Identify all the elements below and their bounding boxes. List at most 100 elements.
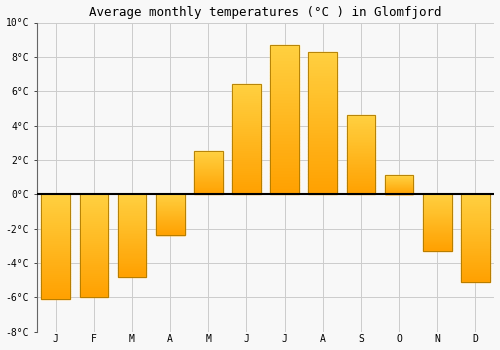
Bar bbox=[118, 248, 146, 250]
Bar bbox=[461, 196, 490, 198]
Bar bbox=[232, 157, 261, 159]
Bar bbox=[461, 203, 490, 205]
Bar bbox=[346, 150, 375, 152]
Bar bbox=[118, 255, 146, 257]
Bar bbox=[80, 248, 108, 250]
Bar bbox=[118, 247, 146, 248]
Bar bbox=[308, 100, 337, 103]
Bar bbox=[346, 175, 375, 177]
Bar bbox=[270, 149, 299, 152]
Bar bbox=[194, 180, 222, 181]
Bar bbox=[346, 147, 375, 148]
Bar bbox=[270, 54, 299, 57]
Bar bbox=[42, 222, 70, 224]
Bar bbox=[308, 149, 337, 152]
Bar bbox=[423, 197, 452, 198]
Bar bbox=[385, 182, 414, 183]
Bar bbox=[308, 160, 337, 163]
Bar bbox=[42, 282, 70, 284]
Bar bbox=[42, 249, 70, 251]
Bar bbox=[80, 225, 108, 227]
Bar bbox=[270, 78, 299, 81]
Bar bbox=[385, 189, 414, 190]
Bar bbox=[118, 262, 146, 264]
Bar bbox=[346, 142, 375, 144]
Bar bbox=[194, 182, 222, 183]
Bar bbox=[270, 45, 299, 48]
Bar bbox=[194, 156, 222, 158]
Bar bbox=[461, 238, 490, 240]
Bar bbox=[118, 194, 146, 196]
Bar bbox=[270, 188, 299, 191]
Bar bbox=[270, 57, 299, 60]
Bar bbox=[118, 245, 146, 247]
Bar bbox=[42, 255, 70, 257]
Bar bbox=[461, 262, 490, 264]
Bar bbox=[118, 265, 146, 267]
Bar bbox=[423, 225, 452, 226]
Bar bbox=[423, 245, 452, 246]
Bar bbox=[42, 194, 70, 196]
Bar bbox=[118, 254, 146, 255]
Bar bbox=[461, 271, 490, 273]
Bar bbox=[118, 267, 146, 268]
Bar bbox=[118, 259, 146, 260]
Bar bbox=[270, 84, 299, 87]
Bar bbox=[80, 256, 108, 258]
Bar bbox=[80, 258, 108, 260]
Bar bbox=[80, 241, 108, 244]
Bar bbox=[461, 214, 490, 215]
Bar bbox=[80, 287, 108, 289]
Bar bbox=[385, 184, 414, 185]
Bar bbox=[232, 93, 261, 95]
Bar bbox=[232, 113, 261, 115]
Bar bbox=[194, 161, 222, 162]
Bar bbox=[308, 57, 337, 60]
Bar bbox=[346, 167, 375, 169]
Bar bbox=[156, 223, 184, 224]
Bar bbox=[308, 189, 337, 191]
Bar bbox=[346, 115, 375, 117]
Bar bbox=[118, 231, 146, 232]
Bar bbox=[461, 210, 490, 212]
Bar bbox=[346, 191, 375, 193]
Bar bbox=[423, 201, 452, 202]
Bar bbox=[423, 232, 452, 233]
Bar bbox=[194, 170, 222, 171]
Bar bbox=[118, 209, 146, 211]
Bar bbox=[118, 240, 146, 242]
Bar bbox=[194, 177, 222, 178]
Bar bbox=[385, 188, 414, 189]
Bar bbox=[156, 205, 184, 206]
Bar bbox=[461, 270, 490, 271]
Bar bbox=[42, 207, 70, 209]
Bar bbox=[346, 148, 375, 150]
Bar bbox=[156, 234, 184, 236]
Bar bbox=[346, 172, 375, 174]
Bar bbox=[156, 199, 184, 200]
Bar bbox=[156, 227, 184, 228]
Bar bbox=[346, 121, 375, 123]
Bar bbox=[80, 244, 108, 246]
Bar bbox=[42, 264, 70, 266]
Bar bbox=[423, 203, 452, 204]
Bar bbox=[194, 175, 222, 176]
Bar bbox=[346, 137, 375, 139]
Bar bbox=[80, 204, 108, 206]
Bar bbox=[232, 192, 261, 194]
Bar bbox=[423, 219, 452, 220]
Bar bbox=[270, 176, 299, 179]
Bar bbox=[118, 270, 146, 272]
Bar bbox=[118, 217, 146, 219]
Bar bbox=[194, 186, 222, 187]
Bar bbox=[156, 196, 184, 197]
Bar bbox=[156, 224, 184, 225]
Bar bbox=[385, 180, 414, 181]
Bar bbox=[308, 92, 337, 94]
Bar bbox=[42, 247, 70, 249]
Bar bbox=[232, 159, 261, 161]
Bar bbox=[232, 122, 261, 124]
Bar bbox=[156, 198, 184, 199]
Bar bbox=[232, 117, 261, 119]
Bar bbox=[346, 155, 375, 156]
